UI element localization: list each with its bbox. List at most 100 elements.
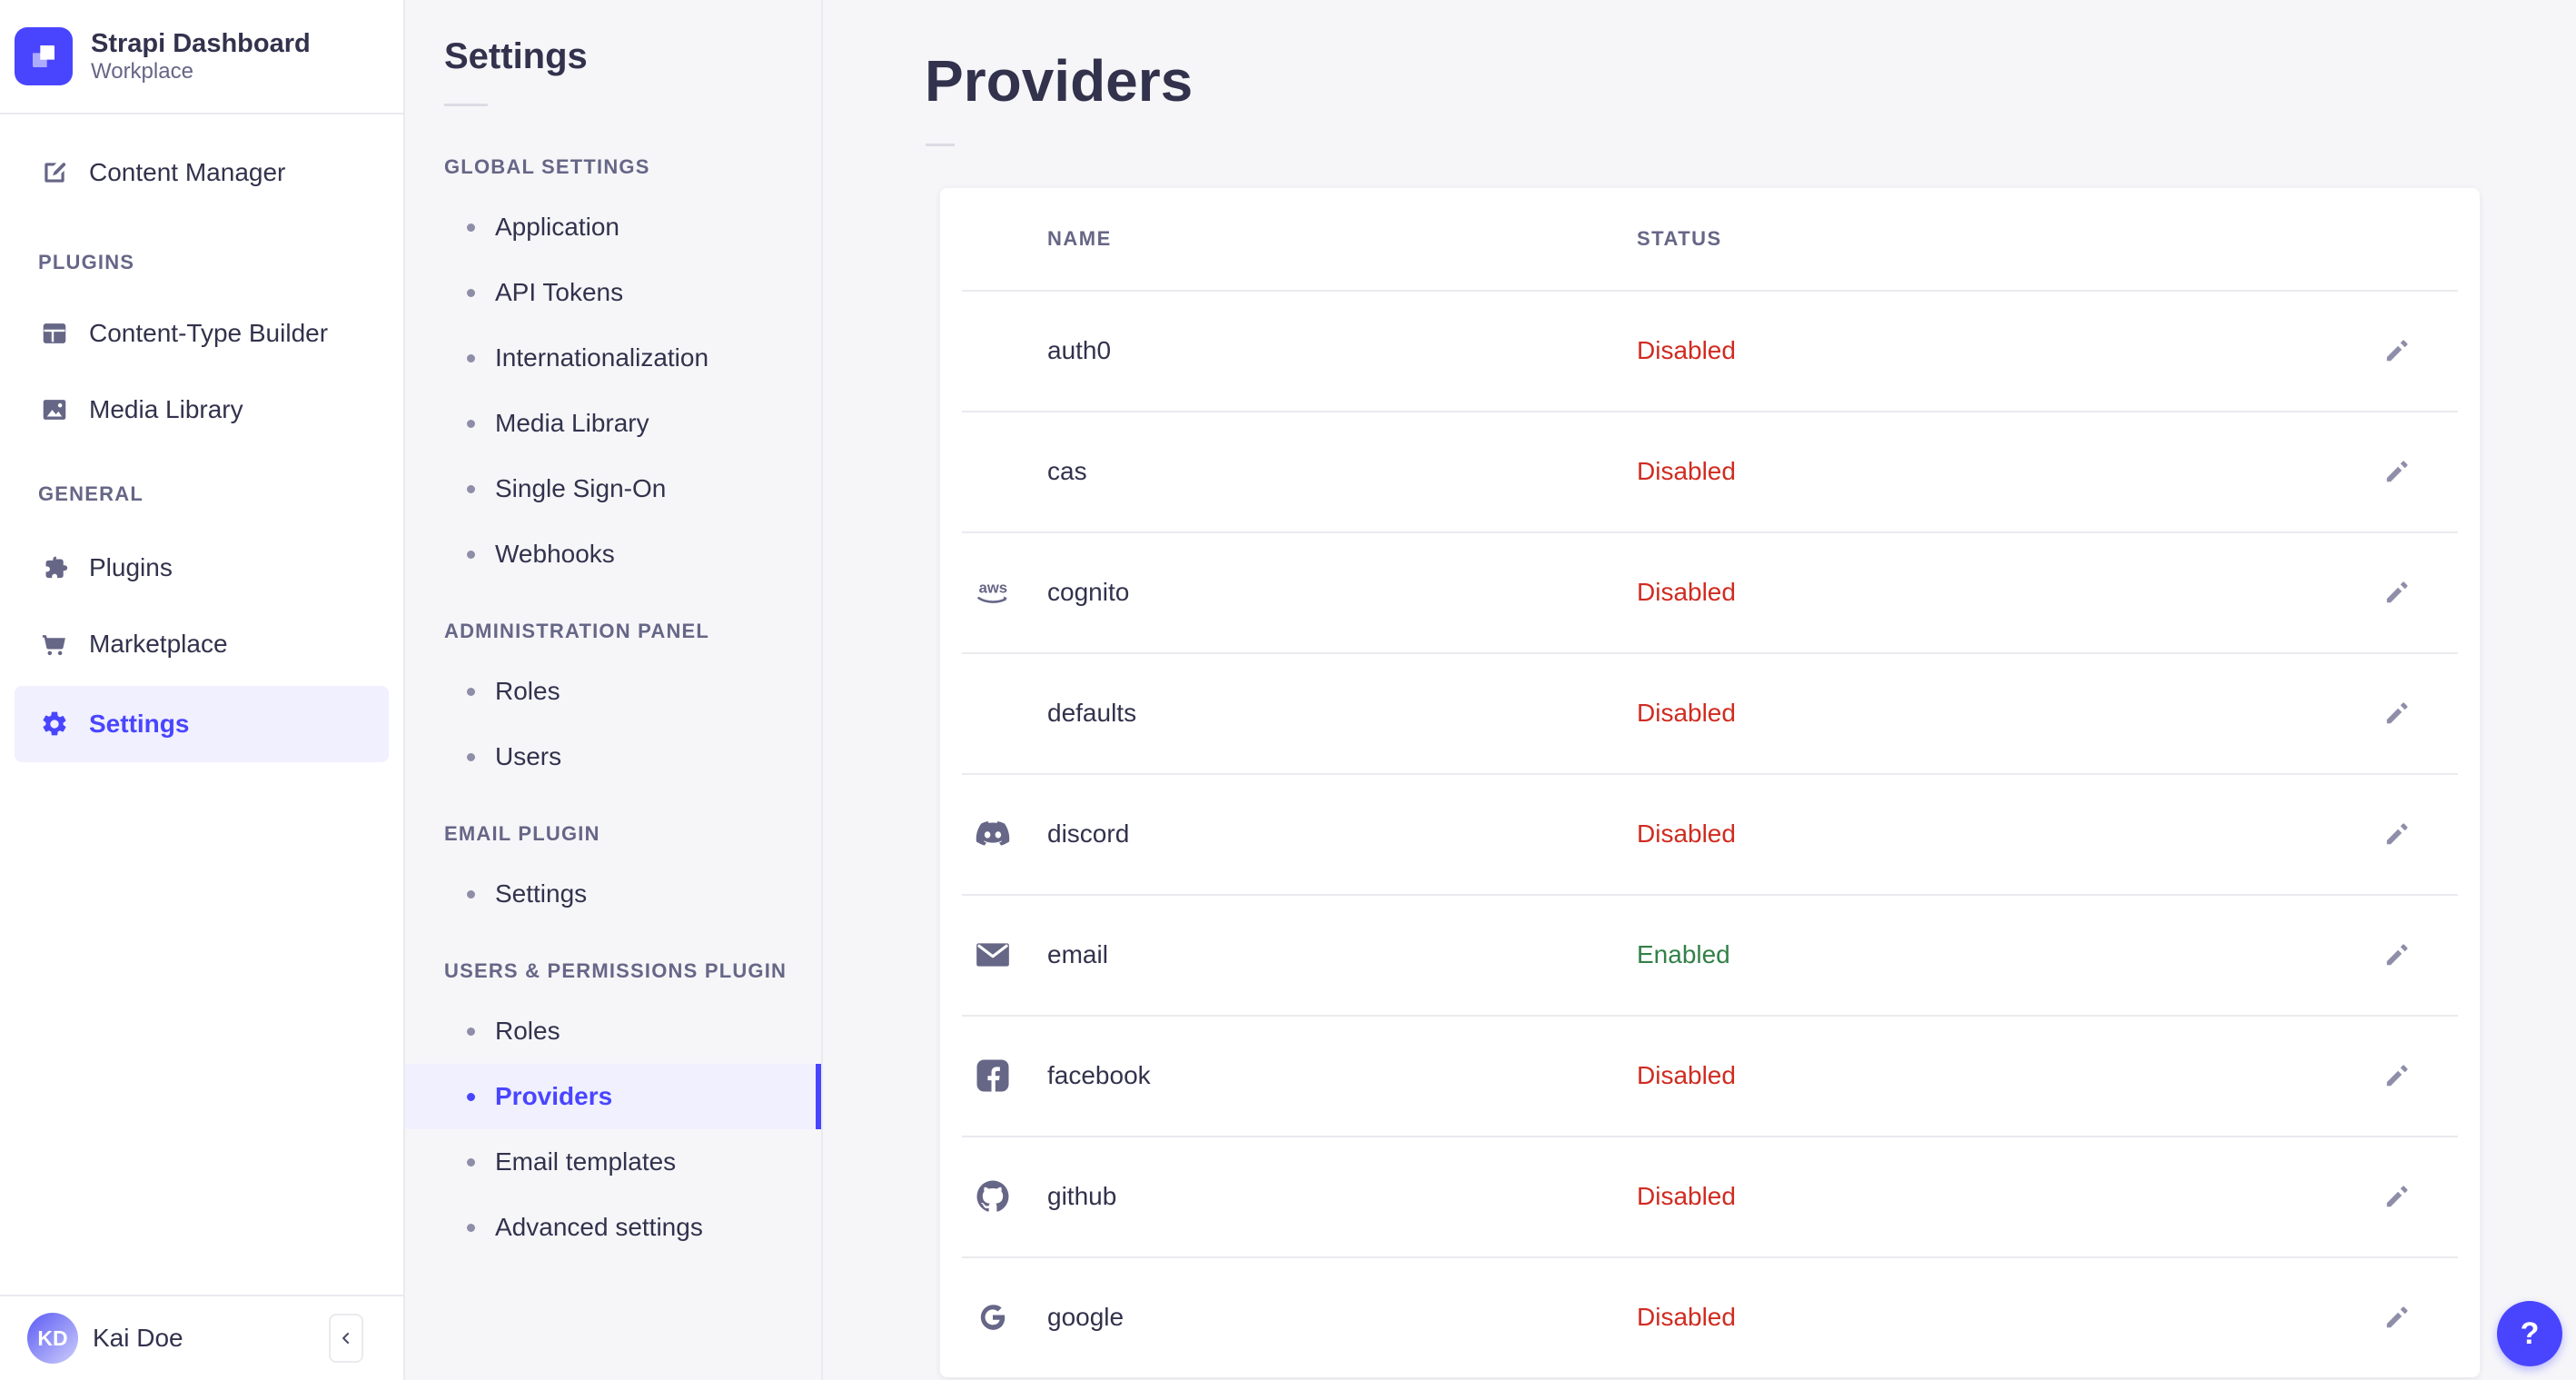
sidebar-section-plugins: PLUGINS xyxy=(38,251,135,273)
workspace-name: Workplace xyxy=(91,59,193,84)
sidebar-item-label: Media Library xyxy=(89,395,243,423)
edit-provider-button[interactable] xyxy=(2377,331,2417,371)
subnav-section-administration-panel: ADMINISTRATION PANEL xyxy=(444,620,710,642)
puzzle-icon xyxy=(45,556,68,579)
subnav-item-label: Internationalization xyxy=(495,343,709,372)
provider-status: Enabled xyxy=(1637,939,1730,968)
user-footer: KD Kai Doe xyxy=(0,1295,403,1380)
subnav-item-label: Media Library xyxy=(495,409,649,437)
provider-status: Disabled xyxy=(1637,819,1736,848)
bullet-icon xyxy=(467,223,475,232)
sidebar-item-media-library[interactable]: Media Library xyxy=(15,372,389,448)
discord-icon xyxy=(973,814,1013,854)
sidebar-section-general: GENERAL xyxy=(38,482,144,505)
bullet-icon xyxy=(467,1157,475,1167)
providers-table-card: NAME STATUS auth0 Disabled cas Disabled … xyxy=(940,188,2480,1377)
gear-icon xyxy=(43,711,66,736)
layout-icon xyxy=(43,323,66,343)
providers-table-rows: auth0 Disabled cas Disabled cognito Disa… xyxy=(940,290,2480,1377)
provider-name: github xyxy=(1047,1181,1117,1210)
subnav-item-up-roles[interactable]: Roles xyxy=(405,998,821,1064)
workspace-brand[interactable]: Strapi Dashboard Workplace xyxy=(0,0,403,114)
subnav-title-divider xyxy=(444,104,488,106)
sidebar-item-marketplace[interactable]: Marketplace xyxy=(15,606,389,682)
provider-status: Disabled xyxy=(1637,1181,1736,1210)
sidebar-item-content-manager[interactable]: Content Manager xyxy=(15,134,389,211)
picture-icon xyxy=(43,400,66,420)
subnav-item-label: Roles xyxy=(495,677,560,705)
subnav-item-label: Application xyxy=(495,213,619,241)
github-icon xyxy=(973,1176,1013,1216)
edit-provider-button[interactable] xyxy=(2377,1297,2417,1337)
table-row: cognito Disabled xyxy=(940,531,2480,652)
pencil-icon xyxy=(2386,581,2408,602)
pencil-icon xyxy=(2386,1185,2408,1206)
subnav-item-admin-roles[interactable]: Roles xyxy=(405,659,821,724)
subnav-item-media-library[interactable]: Media Library xyxy=(405,391,821,456)
table-row: cas Disabled xyxy=(940,411,2480,531)
aws-icon xyxy=(973,572,1013,612)
edit-provider-button[interactable] xyxy=(2377,814,2417,854)
provider-name: google xyxy=(1047,1302,1125,1331)
subnav-item-advanced-settings[interactable]: Advanced settings xyxy=(405,1195,821,1260)
subnav-item-email-settings[interactable]: Settings xyxy=(405,861,821,927)
subnav-item-webhooks[interactable]: Webhooks xyxy=(405,521,821,587)
sidebar-item-content-type-builder[interactable]: Content-Type Builder xyxy=(15,295,389,372)
provider-name: facebook xyxy=(1047,1060,1151,1089)
subnav-title: Settings xyxy=(444,36,588,76)
write-icon xyxy=(45,162,66,183)
pencil-icon xyxy=(2386,943,2408,965)
subnav-item-api-tokens[interactable]: API Tokens xyxy=(405,260,821,325)
table-row: email Enabled xyxy=(940,894,2480,1015)
column-header-status: STATUS xyxy=(1637,227,1722,250)
subnav-item-label: Webhooks xyxy=(495,540,615,568)
pencil-icon xyxy=(2386,1064,2408,1086)
subnav-item-email-templates[interactable]: Email templates xyxy=(405,1129,821,1195)
provider-name: cas xyxy=(1047,456,1087,485)
main-content: Providers NAME STATUS auth0 Disabled cas… xyxy=(823,0,2576,1380)
edit-provider-button[interactable] xyxy=(2377,693,2417,733)
subnav-item-admin-users[interactable]: Users xyxy=(405,724,821,789)
provider-icon xyxy=(973,331,1013,371)
edit-provider-button[interactable] xyxy=(2377,452,2417,491)
pencil-icon xyxy=(2386,701,2408,723)
subnav-item-label: Providers xyxy=(495,1082,613,1110)
collapse-sidebar-button[interactable] xyxy=(329,1314,363,1363)
subnav-item-single-sign-on[interactable]: Single Sign-On xyxy=(405,456,821,521)
help-button[interactable]: ? xyxy=(2497,1301,2562,1366)
provider-status: Disabled xyxy=(1637,456,1736,485)
cart-icon xyxy=(42,635,65,656)
settings-subnav: Settings GLOBAL SETTINGS Application API… xyxy=(405,0,823,1380)
sidebar-item-label: Plugins xyxy=(89,553,173,581)
subnav-item-providers[interactable]: Providers xyxy=(405,1064,821,1129)
bullet-icon xyxy=(467,419,475,428)
sidebar-item-label: Marketplace xyxy=(89,630,228,658)
main-sidebar: Strapi Dashboard Workplace Content Manag… xyxy=(0,0,405,1380)
table-row: defaults Disabled xyxy=(940,652,2480,773)
subnav-item-application[interactable]: Application xyxy=(405,194,821,260)
email-icon xyxy=(973,935,1013,975)
column-header-name: NAME xyxy=(1047,227,1112,250)
sidebar-item-settings[interactable]: Settings xyxy=(15,686,389,762)
bullet-icon xyxy=(467,752,475,761)
google-icon xyxy=(973,1297,1013,1337)
provider-name: auth0 xyxy=(1047,335,1112,364)
bullet-icon xyxy=(467,550,475,559)
table-row: auth0 Disabled xyxy=(940,290,2480,411)
subnav-item-label: Advanced settings xyxy=(495,1213,703,1241)
bullet-icon xyxy=(467,353,475,362)
bullet-icon xyxy=(467,1027,475,1036)
avatar[interactable]: KD xyxy=(27,1313,78,1364)
subnav-section-users-permissions-plugin: USERS & PERMISSIONS PLUGIN xyxy=(444,959,788,982)
pencil-icon xyxy=(2386,822,2408,844)
sidebar-item-plugins[interactable]: Plugins xyxy=(15,530,389,606)
edit-provider-button[interactable] xyxy=(2377,1176,2417,1216)
subnav-item-internationalization[interactable]: Internationalization xyxy=(405,325,821,391)
edit-provider-button[interactable] xyxy=(2377,572,2417,612)
edit-provider-button[interactable] xyxy=(2377,935,2417,975)
bullet-icon xyxy=(467,687,475,696)
provider-status: Disabled xyxy=(1637,1060,1736,1089)
edit-provider-button[interactable] xyxy=(2377,1056,2417,1096)
subnav-section-email-plugin: EMAIL PLUGIN xyxy=(444,822,600,845)
user-name: Kai Doe xyxy=(93,1324,183,1352)
